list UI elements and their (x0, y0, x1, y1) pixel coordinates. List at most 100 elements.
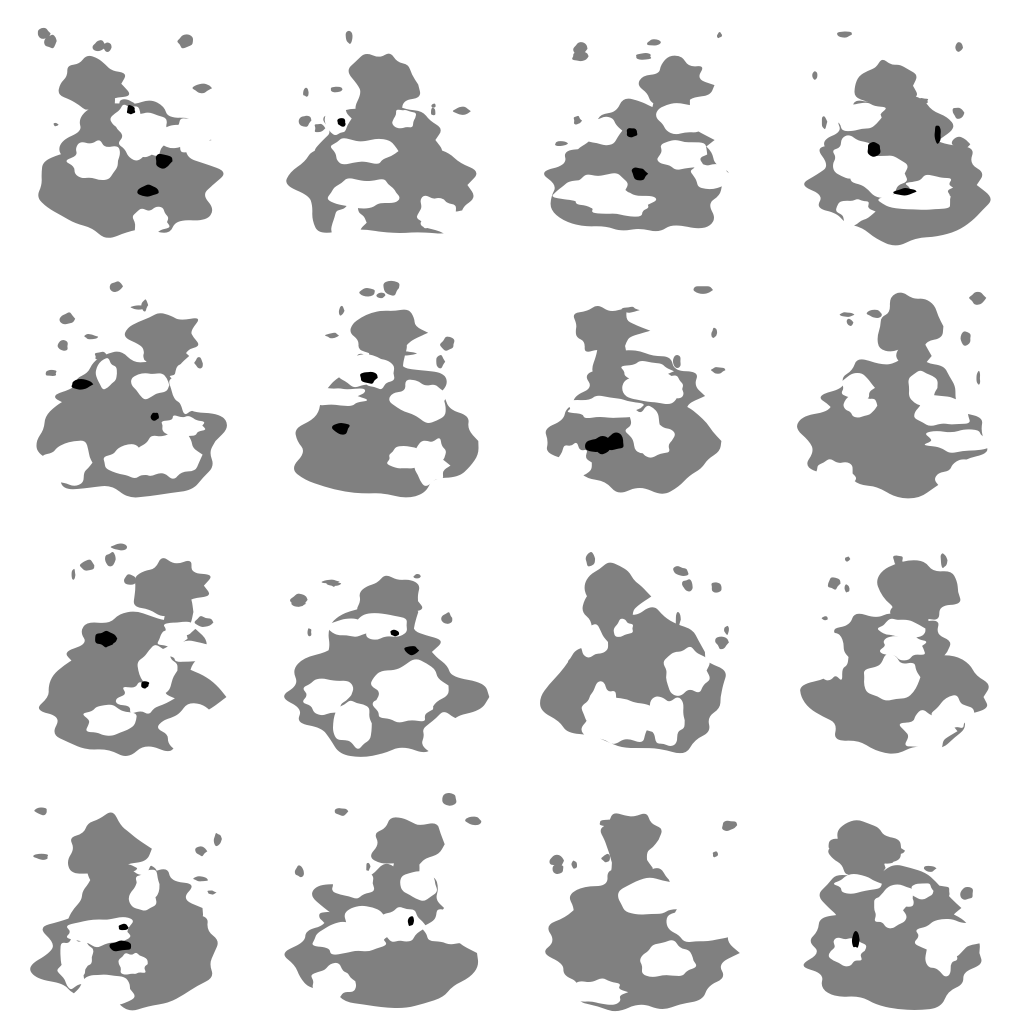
land-speck (839, 312, 855, 317)
hole (66, 140, 120, 181)
land-speck (159, 591, 175, 601)
land-speck (401, 351, 418, 356)
land-speck (712, 851, 718, 858)
land-speck (923, 865, 937, 872)
hole (899, 710, 958, 750)
hole (151, 124, 200, 149)
peak (584, 439, 603, 453)
land-speck (724, 625, 729, 635)
land-speck (844, 556, 851, 562)
land-speck (855, 864, 870, 873)
peak (631, 167, 649, 181)
land-speck (195, 846, 208, 857)
hole (303, 386, 368, 406)
land-speck (715, 636, 729, 650)
peak (390, 629, 400, 637)
hole (342, 905, 394, 949)
land-speck (611, 874, 625, 880)
land-speck (583, 327, 599, 332)
land-speck (969, 291, 987, 305)
hole (666, 898, 738, 943)
hole (640, 940, 697, 977)
blob-map-tile (256, 768, 512, 1024)
hole (668, 867, 711, 901)
land-mass (896, 327, 932, 386)
hole (562, 978, 629, 1005)
land-speck (716, 32, 723, 39)
blob-map-tile (512, 0, 768, 256)
hole (564, 395, 644, 419)
hole (635, 423, 675, 458)
land-speck (33, 853, 49, 860)
land-speck (389, 314, 405, 319)
land-speck (637, 654, 643, 667)
hole (656, 103, 707, 135)
hole (843, 395, 878, 418)
land-speck (821, 116, 828, 130)
land-speck (431, 103, 436, 108)
hole (331, 200, 367, 245)
land-speck (116, 874, 130, 888)
blob-map-canvas (37, 27, 224, 238)
land-speck (681, 579, 693, 592)
hole (914, 918, 991, 957)
land-speck (955, 42, 963, 52)
land-speck (192, 83, 213, 94)
hole (66, 917, 133, 948)
land-speck (877, 635, 883, 640)
land-speck (902, 323, 912, 330)
land-speck (610, 365, 625, 371)
land-speck (441, 612, 453, 624)
blob-map-tile (256, 0, 512, 256)
land-speck (334, 808, 349, 816)
land-speck (141, 299, 149, 312)
land-speck (394, 852, 413, 857)
hole (60, 936, 94, 976)
hole (118, 952, 148, 975)
blob-map-tile (768, 512, 1024, 768)
blob-map-tile (256, 256, 512, 512)
land-speck (45, 369, 57, 377)
land-mass (143, 335, 190, 382)
hole (414, 445, 451, 486)
blob-map-canvas (800, 553, 989, 754)
land-speck (613, 832, 625, 839)
land-speck (436, 355, 446, 369)
land-speck (193, 876, 208, 882)
hole (324, 99, 352, 136)
hole (131, 373, 170, 400)
blob-map-canvas (804, 31, 991, 246)
hole (311, 962, 357, 999)
land-speck (571, 860, 578, 869)
peak (360, 371, 378, 384)
land-speck (637, 637, 658, 651)
peak (150, 412, 159, 421)
land-speck (599, 819, 616, 827)
land-speck (585, 551, 596, 567)
land-speck (693, 286, 713, 294)
land-mass (133, 558, 211, 617)
hole (663, 646, 710, 696)
land-speck (573, 115, 583, 125)
hole (327, 178, 400, 209)
land-speck (442, 792, 457, 806)
land-speck (951, 136, 971, 151)
hole (161, 415, 206, 438)
peak (337, 118, 346, 127)
hole (333, 700, 372, 749)
blob-map-tile (0, 512, 256, 768)
land-speck (345, 30, 353, 44)
land-speck (846, 318, 854, 326)
land-speck (338, 305, 345, 316)
land-speck (84, 334, 99, 340)
hole (581, 681, 621, 729)
hole (422, 909, 487, 945)
peak (893, 187, 917, 196)
hole (911, 883, 934, 900)
land-speck (465, 816, 482, 826)
land-speck (110, 543, 128, 551)
peak (626, 128, 638, 138)
land-speck (124, 574, 136, 585)
land-speck (452, 106, 471, 115)
